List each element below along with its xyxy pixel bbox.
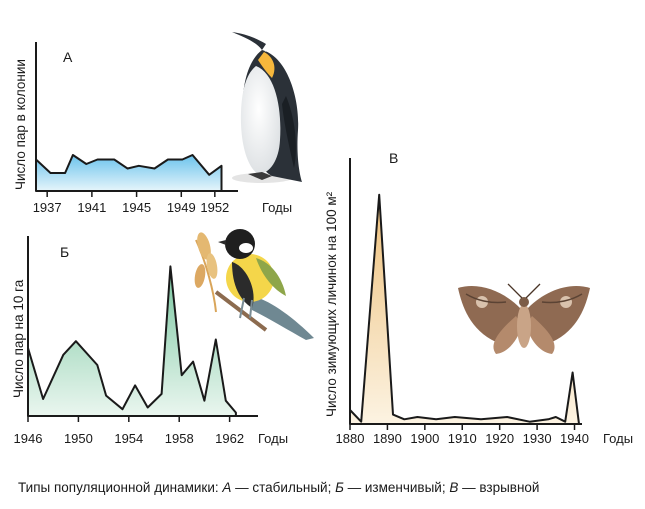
chart-a-xlabel: Годы xyxy=(262,200,292,215)
chart-b-tick-label: 1962 xyxy=(215,431,244,446)
chart-a-ylabel: Число пар в колонии xyxy=(13,59,28,190)
chart-a-tick-label: 1949 xyxy=(167,200,196,215)
chart-a-stable: 1937 1941 1945 1949 1952 А Число пар в колон… xyxy=(13,42,292,215)
chart-c-tick-label: 1910 xyxy=(448,431,477,446)
chart-c-xlabel: Годы xyxy=(603,431,633,446)
chart-c-ylabel: Число зимующих личинок на 100 м² xyxy=(324,191,339,417)
chart-b-variable: 1946 1950 1954 1958 1962 Б Число пар на 10 г… xyxy=(11,236,288,446)
caption-prefix: Типы популяционной динамики: xyxy=(18,480,223,495)
chart-c-ticks: 1880 1890 1900 1910 1920 1930 1940 xyxy=(336,424,589,446)
chart-c-tick-label: 1890 xyxy=(373,431,402,446)
chart-b-area xyxy=(27,265,237,417)
chart-a-tick-label: 1945 xyxy=(122,200,151,215)
chart-c-explosive: 1880 1890 1900 1910 1920 1930 1940 В Число зим… xyxy=(324,150,633,446)
caption-c-text: — взрывной xyxy=(458,480,540,495)
caption-b-letter: Б xyxy=(335,480,344,495)
caption-a-text: — стабильный; xyxy=(231,480,336,495)
great-tit-icon xyxy=(194,229,314,340)
chart-c-area xyxy=(349,193,580,425)
chart-b-xlabel: Годы xyxy=(258,431,288,446)
chart-a-tick-label: 1937 xyxy=(33,200,62,215)
chart-b-tick-label: 1946 xyxy=(14,431,43,446)
chart-b-tick-label: 1958 xyxy=(165,431,194,446)
chart-a-tick-label: 1952 xyxy=(200,200,229,215)
emperor-penguin-icon xyxy=(232,32,302,183)
chart-b-ylabel: Число пар на 10 га xyxy=(11,279,26,398)
chart-a-tick-label: 1941 xyxy=(77,200,106,215)
chart-c-letter: В xyxy=(389,150,398,166)
chart-b-tick-label: 1954 xyxy=(114,431,143,446)
chart-b-ticks: 1946 1950 1954 1958 1962 xyxy=(14,416,244,446)
chart-a-area xyxy=(35,154,223,192)
caption-a-letter: А xyxy=(222,480,232,495)
caption-b-text: — изменчивый; xyxy=(343,480,450,495)
caption-c-letter: В xyxy=(449,480,459,495)
chart-b-letter: Б xyxy=(60,244,69,260)
figure-caption: Типы популяционной динамики: А — стабиль… xyxy=(18,480,539,495)
chart-c-tick-label: 1930 xyxy=(523,431,552,446)
chart-c-tick-label: 1940 xyxy=(560,431,589,446)
chart-a-letter: А xyxy=(63,49,73,65)
pine-moth-icon xyxy=(458,283,590,354)
chart-c-tick-label: 1900 xyxy=(410,431,439,446)
chart-a-ticks: 1937 1941 1945 1949 1952 xyxy=(33,191,229,215)
chart-c-tick-label: 1920 xyxy=(485,431,514,446)
chart-c-tick-label: 1880 xyxy=(336,431,365,446)
chart-b-tick-label: 1950 xyxy=(64,431,93,446)
